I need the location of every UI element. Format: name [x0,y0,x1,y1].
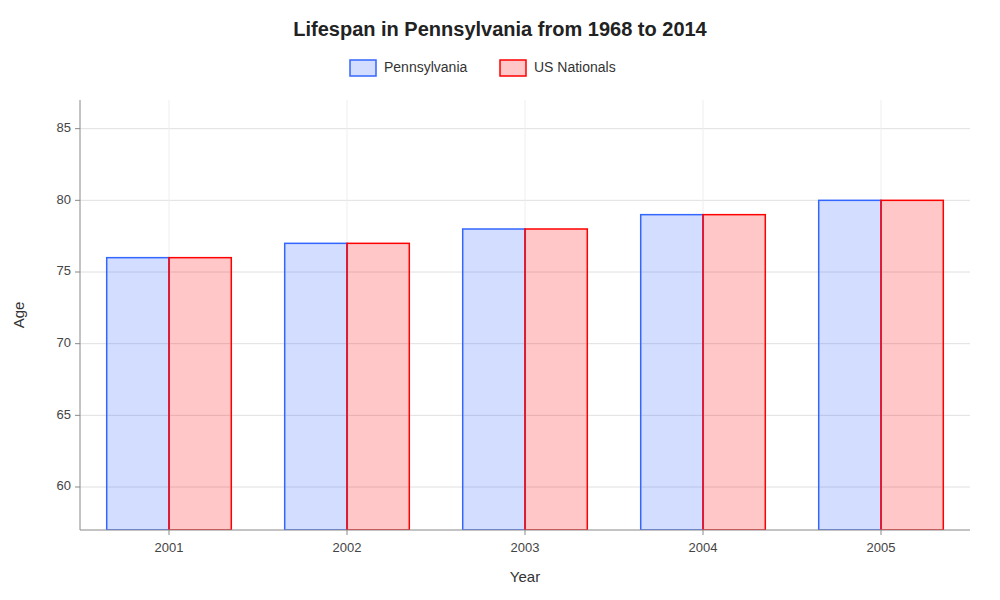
y-axis-label: Age [10,302,27,329]
axes: 60 65 70 75 80 85 2001 2002 2003 2004 2005 [57,100,970,555]
y-axis-line [80,100,81,530]
grid [80,100,970,530]
y-tick-label: 60 [57,478,71,493]
bar [819,200,881,530]
y-tick-label: 70 [57,335,71,350]
bar [463,229,525,530]
x-tick [525,530,526,535]
bar [525,229,587,530]
y-tick-label: 85 [57,120,71,135]
y-tick-label: 75 [57,263,71,278]
y-tick [75,128,80,129]
x-tick-label: 2005 [867,540,896,555]
y-tick [75,200,80,201]
legend-label: Pennsylvania [384,59,467,75]
x-tick-label: 2003 [511,540,540,555]
title: Lifespan in Pennsylvania from 1968 to 20… [293,18,707,40]
chart-container: 60 65 70 75 80 85 2001 2002 2003 2004 2005 Year Age L… [0,0,1000,600]
x-tick-label: 2002 [333,540,362,555]
bar [285,243,347,530]
legend-swatch [350,60,376,76]
bar [169,258,231,530]
legend: Pennsylvania US Nationals [350,59,616,76]
legend-swatch [500,60,526,76]
x-tick [703,530,704,535]
bar [347,243,409,530]
y-tick-label: 65 [57,407,71,422]
legend-label: US Nationals [534,59,616,75]
x-tick [169,530,170,535]
x-tick [881,530,882,535]
y-tick [75,343,80,344]
bar [107,258,169,530]
y-tick-label: 80 [57,192,71,207]
y-tick [75,272,80,273]
bars [107,200,944,530]
y-tick [75,487,80,488]
chart-svg: 60 65 70 75 80 85 2001 2002 2003 2004 2005 Year Age L… [0,0,1000,600]
y-tick [75,415,80,416]
x-tick [347,530,348,535]
x-tick-label: 2001 [155,540,184,555]
x-tick-label: 2004 [689,540,718,555]
x-axis-label: Year [510,568,540,585]
bar [881,200,943,530]
bar [703,215,765,530]
bar [641,215,703,530]
